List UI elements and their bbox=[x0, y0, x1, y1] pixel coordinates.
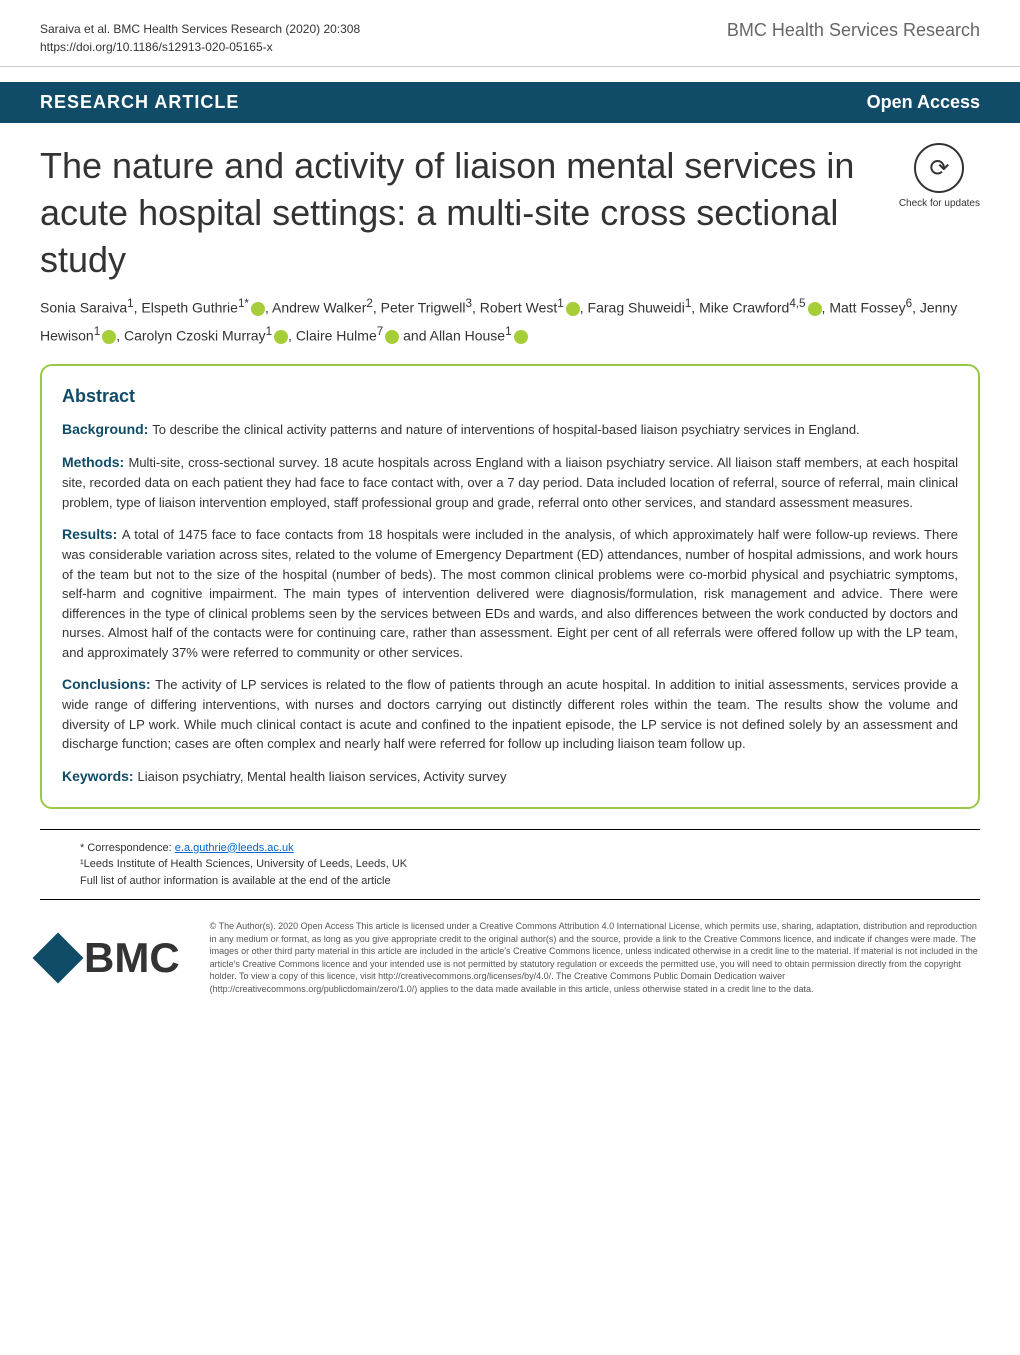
abstract-section-label: Results: bbox=[62, 526, 122, 542]
header-citation-block: Saraiva et al. BMC Health Services Resea… bbox=[40, 20, 360, 56]
correspondence-block: * Correspondence: e.a.guthrie@leeds.ac.u… bbox=[40, 829, 980, 901]
correspondence-email[interactable]: e.a.guthrie@leeds.ac.uk bbox=[175, 842, 294, 854]
abstract-section-text: The activity of LP services is related t… bbox=[62, 677, 958, 751]
abstract-section: Methods: Multi-site, cross-sectional sur… bbox=[62, 452, 958, 512]
article-title: The nature and activity of liaison menta… bbox=[40, 143, 890, 283]
abstract-section-label: Methods: bbox=[62, 454, 128, 470]
article-type-bar: RESEARCH ARTICLE Open Access bbox=[0, 82, 1020, 123]
correspondence-note: Full list of author information is avail… bbox=[80, 875, 391, 887]
citation-line: Saraiva et al. BMC Health Services Resea… bbox=[40, 20, 360, 38]
check-updates-icon: ⟳ bbox=[914, 143, 964, 193]
authors-list: Sonia Saraiva1, Elspeth Guthrie1*, Andre… bbox=[0, 293, 1020, 364]
abstract-heading: Abstract bbox=[62, 386, 958, 407]
title-section: The nature and activity of liaison menta… bbox=[0, 123, 1020, 293]
abstract-section-label: Background: bbox=[62, 421, 152, 437]
abstract-box: Abstract Background: To describe the cli… bbox=[40, 364, 980, 809]
bmc-logo-icon bbox=[33, 932, 84, 983]
check-updates-label: Check for updates bbox=[899, 198, 980, 209]
correspondence-marker: * Correspondence: bbox=[80, 842, 172, 854]
bmc-logo-text: BMC bbox=[84, 934, 180, 982]
abstract-section-text: Multi-site, cross-sectional survey. 18 a… bbox=[62, 455, 958, 510]
abstract-section-text: To describe the clinical activity patter… bbox=[152, 422, 859, 437]
bmc-logo: BMC bbox=[40, 920, 180, 996]
abstract-section-text: A total of 1475 face to face contacts fr… bbox=[62, 527, 958, 660]
journal-name: BMC Health Services Research bbox=[727, 20, 980, 41]
license-text: © The Author(s). 2020 Open Access This a… bbox=[210, 920, 980, 996]
abstract-section: Results: A total of 1475 face to face co… bbox=[62, 524, 958, 662]
open-access-label: Open Access bbox=[867, 92, 980, 113]
doi-line: https://doi.org/10.1186/s12913-020-05165… bbox=[40, 38, 360, 56]
abstract-section-text: Liaison psychiatry, Mental health liaiso… bbox=[137, 769, 506, 784]
page-footer: BMC © The Author(s). 2020 Open Access Th… bbox=[0, 900, 1020, 1016]
abstract-section: Background: To describe the clinical act… bbox=[62, 419, 958, 440]
abstract-section-label: Conclusions: bbox=[62, 676, 155, 692]
page-header: Saraiva et al. BMC Health Services Resea… bbox=[0, 0, 1020, 67]
article-type-label: RESEARCH ARTICLE bbox=[40, 92, 239, 113]
abstract-section-label: Keywords: bbox=[62, 768, 137, 784]
abstract-section: Conclusions: The activity of LP services… bbox=[62, 674, 958, 754]
check-updates-badge[interactable]: ⟳ Check for updates bbox=[899, 143, 980, 209]
abstract-section: Keywords: Liaison psychiatry, Mental hea… bbox=[62, 766, 958, 787]
correspondence-affiliation: ¹Leeds Institute of Health Sciences, Uni… bbox=[80, 858, 407, 870]
